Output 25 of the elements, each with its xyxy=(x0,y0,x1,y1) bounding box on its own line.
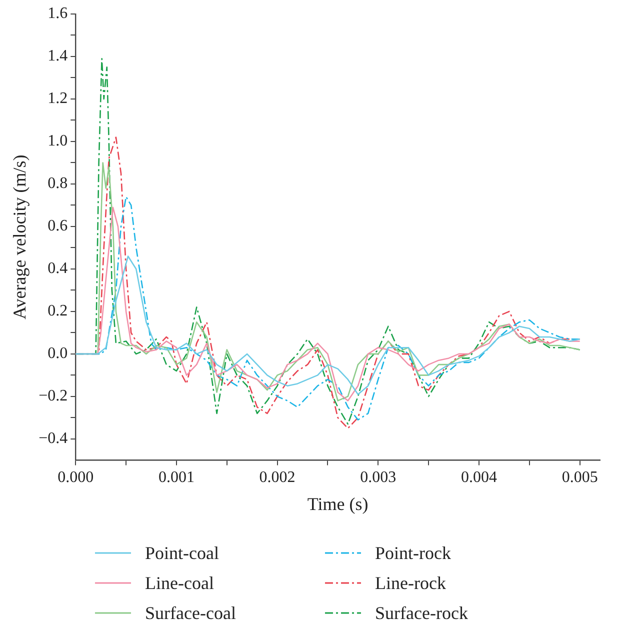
x-tick-label: 0.004 xyxy=(460,469,497,486)
legend-label: Line-rock xyxy=(375,572,446,594)
y-tick-label: 1.6 xyxy=(48,5,68,22)
legend-label: Point-rock xyxy=(375,542,451,564)
x-tick-label: 0.003 xyxy=(360,469,396,486)
legend-label: Line-coal xyxy=(145,572,214,594)
y-tick-label: 0.6 xyxy=(48,218,68,235)
x-tick-label: 0.002 xyxy=(259,469,296,486)
y-tick-label: 1.2 xyxy=(48,90,68,108)
x-tick-label: 0.001 xyxy=(158,469,194,486)
x-axis-title: Time (s) xyxy=(307,494,368,514)
legend-label: Point-coal xyxy=(145,542,219,564)
y-tick-label: 1.4 xyxy=(48,48,68,65)
y-tick-label: 0.8 xyxy=(48,175,68,192)
x-tick-label: 0.000 xyxy=(58,469,94,486)
legend-label: Surface-coal xyxy=(145,602,236,624)
x-tick-label: 0.005 xyxy=(562,469,598,486)
y-tick-label: 0.0 xyxy=(48,345,68,362)
y-tick-label: 0.2 xyxy=(48,302,68,320)
y-tick-label: 1.0 xyxy=(48,132,68,150)
y-tick-label: −0.4 xyxy=(38,430,68,448)
y-tick-label: 0.4 xyxy=(48,260,68,278)
y-tick-label: −0.2 xyxy=(38,388,68,405)
y-axis-title: Average velocity (m/s) xyxy=(10,154,30,320)
legend-label: Surface-rock xyxy=(375,602,468,624)
